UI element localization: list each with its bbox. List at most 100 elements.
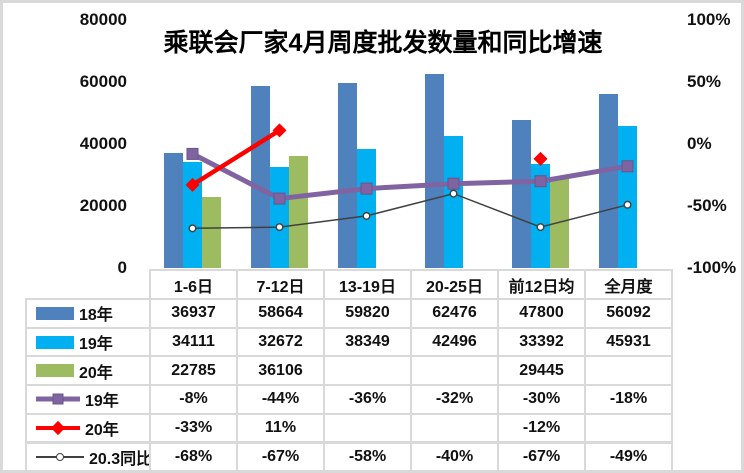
table-cell-20.3同比-1-6日: -68% [149,441,238,470]
legend-item-19年: 19年 [25,326,151,358]
legend-item-20年: 20年 [25,355,151,387]
table-cell-19年-13-19日: 38349 [323,326,412,358]
line-swatch-icon [36,421,80,436]
table-cell-20.3同比-13-19日: -58% [323,441,412,470]
chart-title: 乘联会厂家4月周度批发数量和同比增速 [163,29,603,57]
table-cell-18年-前12日均: 47800 [497,298,586,329]
circle-marker-20.3同比-前12日均 [536,223,545,232]
table-cell-20年-1-6日: -33% [149,412,238,444]
column-header-13-19日: 13-19日 [323,269,412,300]
data-table: 1-6日 7-12日 13-19日 20-25日 前12日均 全月度 18年 36937 586… [25,269,675,470]
bar-19年-7-12日 [270,166,289,268]
table-cell-20年-13-19日 [323,412,412,444]
square-marker-19年-20-25日 [447,177,460,190]
column-header-全月度: 全月度 [584,269,673,300]
table-cell-19年-20-25日: 42496 [410,326,499,358]
line-swatch-icon [36,392,80,407]
table-cell-20年-20-25日 [410,412,499,444]
square-marker-19年-全月度 [621,160,634,173]
table-cell-20年-7-12日: 36106 [236,355,325,387]
table-cell-20年-13-19日 [323,355,412,387]
table-cell-20年-20-25日 [410,355,499,387]
table-cell-19年-前12日均: 33392 [497,326,586,358]
legend-label: 20.3同比 [89,450,153,468]
table-cell-19年-全月度: 45931 [584,326,673,358]
bar-18年-1-6日 [164,153,183,268]
bar-18年-20-25日 [425,74,444,268]
table-cell-20年-1-6日: 22785 [149,355,238,387]
y-left-tick-label: 0 [117,258,127,277]
bar-19年-20-25日 [444,136,463,268]
table-cell-19年-20-25日: -32% [410,384,499,415]
diamond-marker-20年-7-12日 [272,123,287,138]
table-cell-20年-全月度 [584,412,673,444]
bar-18年-全月度 [599,94,618,268]
bar-19年-1-6日 [183,162,202,268]
circle-marker-20.3同比-1-6日 [188,224,197,233]
table-cell-18年-1-6日: 36937 [149,298,238,329]
table-cell-18年-全月度: 56092 [584,298,673,329]
square-marker-19年-13-19日 [360,182,373,195]
plot-area [149,20,671,268]
legend-label: 20年 [79,364,113,382]
trend-line-20年 [191,128,281,187]
circle-marker-20.3同比-全月度 [623,200,632,209]
column-header-7-12日: 7-12日 [236,269,325,300]
line-layer [185,123,634,233]
table-cell-20.3同比-7-12日: -67% [236,441,325,470]
table-cell-20年-前12日均: 29445 [497,355,586,387]
legend-label: 20年 [85,422,119,440]
table-cell-19年-前12日均: -30% [497,384,586,415]
bar-19年-13-19日 [357,149,376,268]
bar-18年-13-19日 [338,82,357,268]
circle-marker-20.3同比-13-19日 [362,211,371,220]
bar-swatch-icon [36,335,74,349]
table-cell-19年-7-12日: -44% [236,384,325,415]
bar-swatch-icon [36,364,74,378]
table-cell-18年-13-19日: 59820 [323,298,412,329]
table-cell-20.3同比-前12日均: -67% [497,441,586,470]
y-right-tick-label: -100% [687,258,737,277]
diamond-marker-20年-1-6日 [185,177,200,192]
y-right-tick-label: 50% [687,72,722,91]
column-header-20-25日: 20-25日 [410,269,499,300]
square-marker-19年-1-6日 [186,147,199,160]
bar-19年-前12日均 [531,164,550,268]
legend-item-20.3同比: 20.3同比 [25,441,153,470]
y-left-tick-label: 20000 [79,196,127,215]
bar-20年-7-12日 [289,156,308,268]
diamond-marker-icon [50,421,66,436]
table-cell-20年-全月度 [584,355,673,387]
table-cell-19年-13-19日: -36% [323,384,412,415]
column-header-前12日均: 前12日均 [497,269,586,300]
y-right-tick-label: 100% [687,10,731,29]
table-cell-19年-1-6日: -8% [149,384,238,415]
trend-line-19年 [191,151,628,202]
line-swatch-icon [36,449,84,464]
table-cell-18年-7-12日: 58664 [236,298,325,329]
legend-label: 19年 [79,336,113,354]
table-cell-20年-前12日均: -12% [497,412,586,444]
circle-marker-20.3同比-7-12日 [275,223,284,232]
bar-18年-前12日均 [512,119,531,268]
bar-swatch-icon [36,306,74,320]
circle-marker-icon [56,452,64,461]
y-right-tick-label: 0% [687,134,712,153]
bar-20年-1-6日 [202,197,221,268]
table-cell-18年-20-25日: 62476 [410,298,499,329]
y-left-tick-label: 60000 [79,72,127,91]
legend-item-20年: 20年 [25,412,151,444]
table-cell-19年-1-6日: 34111 [149,326,238,358]
table-cell-19年-7-12日: 32672 [236,326,325,358]
legend-label: 18年 [79,307,113,325]
table-cell-20.3同比-20-25日: -40% [410,441,499,470]
table-cell-19年-全月度: -18% [584,384,673,415]
circle-marker-20.3同比-20-25日 [449,189,458,198]
square-marker-19年-前12日均 [534,175,547,188]
y-left-tick-label: 40000 [79,134,127,153]
table-cell-20年-7-12日: 11% [236,412,325,444]
trend-line-20.3同比 [192,192,628,230]
bar-18年-7-12日 [251,86,270,268]
legend-item-19年: 19年 [25,384,151,415]
